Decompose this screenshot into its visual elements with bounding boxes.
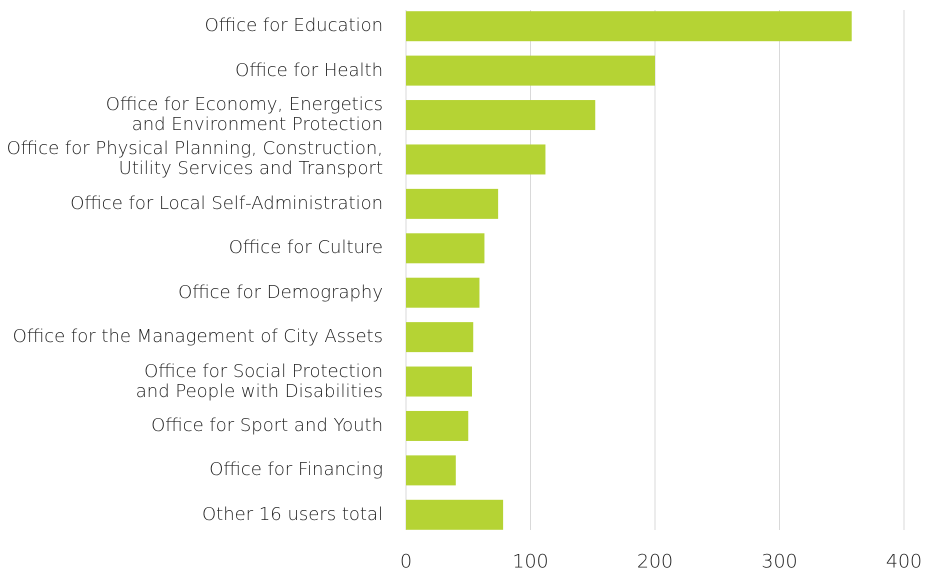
y-tick-label: Office for Social Protection and People …	[135, 360, 383, 402]
bar	[406, 410, 469, 441]
y-tick-label: Office for the Management of City Assets	[12, 326, 383, 348]
y-tick-label: Office for Sport and Youth	[151, 414, 383, 436]
bar	[406, 55, 655, 86]
x-tick-label: 300	[761, 551, 797, 571]
y-tick-label: Office for Local Self-Administration	[70, 192, 383, 214]
bar	[406, 100, 596, 131]
x-tick-label: 0	[400, 551, 412, 571]
y-tick-label: Office for Culture	[228, 237, 383, 259]
y-tick-label: Office for Education	[204, 15, 383, 37]
y-tick-label: Office for Health	[235, 59, 383, 81]
bar	[406, 188, 499, 219]
y-tick-label: Other 16 users total	[202, 503, 383, 525]
bar	[406, 144, 546, 175]
bar	[406, 233, 485, 264]
y-tick-label: Office for Economy, Energetics and Envir…	[105, 94, 383, 136]
bar	[406, 322, 474, 353]
bar	[406, 499, 504, 530]
y-tick-label: Office for Demography	[178, 281, 383, 303]
bar	[406, 11, 852, 42]
bar	[406, 366, 472, 397]
x-tick-label: 400	[886, 551, 922, 571]
y-tick-label: Office for Financing	[209, 459, 383, 481]
x-tick-label: 200	[637, 551, 673, 571]
x-tick-label: 100	[512, 551, 548, 571]
bar	[406, 277, 480, 308]
y-tick-label: Office for Physical Planning, Constructi…	[6, 138, 383, 180]
bar	[406, 455, 456, 486]
